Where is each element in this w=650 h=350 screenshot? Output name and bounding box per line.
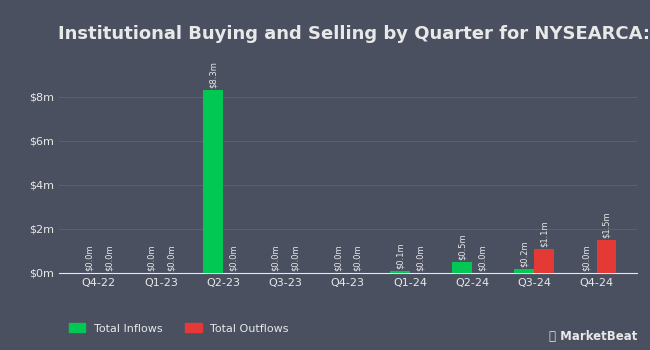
Text: $0.0m: $0.0m [166, 245, 176, 271]
Text: $8.3m: $8.3m [209, 61, 218, 88]
Text: $0.0m: $0.0m [353, 245, 362, 271]
Text: $0.0m: $0.0m [333, 245, 343, 271]
Bar [534, 249, 554, 273]
Bar [390, 271, 410, 273]
Text: $0.0m: $0.0m [291, 245, 300, 271]
Text: $0.0m: $0.0m [478, 245, 487, 271]
Text: $0.2m: $0.2m [520, 240, 529, 267]
Text: $0.0m: $0.0m [415, 245, 424, 271]
Text: $1.5m: $1.5m [602, 211, 611, 238]
Bar [514, 268, 534, 273]
Text: $0.0m: $0.0m [582, 245, 591, 271]
Text: $0.0m: $0.0m [105, 245, 113, 271]
Text: $0.5m: $0.5m [458, 233, 467, 260]
Text: $0.0m: $0.0m [229, 245, 238, 271]
Bar [203, 90, 224, 273]
Text: Institutional Buying and Selling by Quarter for NYSEARCA:FNGU: Institutional Buying and Selling by Quar… [58, 25, 650, 43]
Text: $0.0m: $0.0m [271, 245, 280, 271]
Text: $0.1m: $0.1m [395, 243, 404, 269]
Text: $0.0m: $0.0m [84, 245, 94, 271]
Bar [452, 262, 472, 273]
Text: ⼿ MarketBeat: ⼿ MarketBeat [549, 330, 637, 343]
Bar [597, 240, 616, 273]
Text: $1.1m: $1.1m [540, 220, 549, 247]
Text: $0.0m: $0.0m [147, 245, 156, 271]
Legend: Total Inflows, Total Outflows: Total Inflows, Total Outflows [64, 318, 293, 338]
